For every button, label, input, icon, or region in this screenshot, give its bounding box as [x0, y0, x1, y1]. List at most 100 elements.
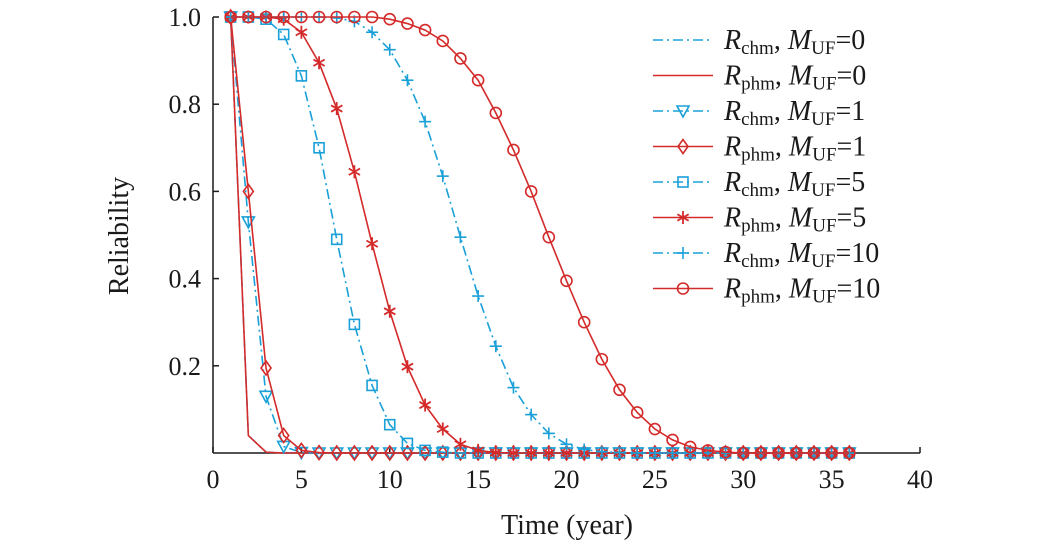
data-point	[365, 237, 379, 251]
y-tick-label: 0.2	[169, 352, 202, 381]
data-point	[524, 185, 538, 198]
data-point	[630, 406, 644, 419]
x-tick-label: 15	[465, 465, 491, 494]
data-point	[436, 170, 449, 183]
x-tick-label: 10	[377, 465, 403, 494]
data-point	[454, 231, 467, 244]
data-point	[295, 442, 308, 459]
data-point	[348, 318, 361, 331]
data-point	[507, 143, 520, 157]
data-point	[525, 446, 538, 460]
data-point	[260, 359, 273, 377]
series-line	[230, 16, 850, 454]
data-point	[595, 352, 609, 366]
x-tick-label: 40	[907, 465, 933, 494]
data-point	[489, 340, 502, 353]
data-point	[259, 10, 273, 24]
data-point	[648, 422, 662, 436]
y-tick-label: 0.4	[169, 265, 202, 294]
data-point	[383, 444, 396, 462]
legend-item: Rphm, MUF=5	[653, 203, 866, 237]
data-point	[401, 437, 414, 450]
data-point	[666, 433, 679, 447]
x-tick-label: 0	[207, 465, 220, 494]
data-point	[807, 446, 821, 460]
y-tick-label: 0.6	[169, 177, 202, 206]
data-point	[313, 444, 326, 461]
data-point	[648, 447, 661, 459]
data-point	[472, 443, 485, 457]
data-point	[666, 447, 679, 459]
data-point	[312, 56, 326, 70]
data-point	[789, 446, 803, 460]
data-point	[683, 440, 697, 454]
x-tick-label: 20	[554, 465, 580, 494]
legend-label: Rphm, MUF=5	[723, 203, 866, 237]
data-point	[330, 102, 343, 116]
data-point	[401, 444, 414, 462]
data-point	[366, 379, 378, 392]
data-point	[560, 438, 573, 451]
data-point	[701, 444, 715, 457]
data-point	[754, 446, 768, 460]
y-tick-label: 0.8	[169, 90, 202, 119]
data-point	[525, 408, 538, 421]
series-layer	[223, 8, 857, 462]
data-point	[419, 398, 432, 412]
data-point	[507, 446, 520, 460]
legend-marker	[676, 282, 690, 295]
data-point	[365, 10, 379, 24]
data-point	[772, 446, 785, 460]
data-point	[242, 183, 255, 200]
data-point	[613, 383, 626, 397]
data-point	[311, 447, 327, 461]
legend-item: Rchm, MUF=1	[653, 96, 865, 130]
x-tick-label: 30	[730, 465, 756, 494]
data-point	[631, 447, 644, 459]
legend-marker	[677, 247, 689, 259]
data-point	[613, 446, 626, 459]
data-point	[242, 10, 255, 24]
x-tick-label: 25	[642, 465, 668, 494]
data-point	[366, 444, 379, 462]
data-point	[330, 444, 343, 462]
data-point	[419, 444, 432, 462]
data-point	[436, 34, 450, 48]
legend-item: Rphm, MUF=0	[653, 61, 866, 95]
legend-item: Rchm, MUF=0	[653, 25, 865, 59]
data-point	[436, 444, 449, 462]
data-point	[542, 230, 556, 244]
legend-item: Rchm, MUF=5	[653, 167, 865, 201]
data-point	[560, 274, 573, 288]
data-point	[542, 427, 555, 440]
data-point	[436, 422, 449, 436]
data-point	[542, 446, 555, 460]
legend-marker	[677, 176, 689, 188]
legend-marker	[675, 105, 691, 119]
legend-label: Rphm, MUF=10	[723, 274, 880, 308]
data-point	[454, 444, 467, 462]
data-point	[578, 443, 591, 456]
legend-item: Rphm, MUF=10	[653, 274, 880, 308]
legend-label: Rphm, MUF=0	[723, 61, 866, 95]
legend-label: Rchm, MUF=5	[723, 167, 865, 201]
data-point	[471, 73, 485, 87]
data-point	[277, 28, 290, 41]
legend-item: Rphm, MUF=1	[653, 132, 866, 166]
data-point	[454, 52, 467, 65]
data-point	[418, 23, 432, 37]
legend-item: Rchm, MUF=10	[653, 238, 879, 272]
data-point	[295, 70, 308, 82]
data-point	[383, 12, 397, 26]
data-point	[313, 142, 325, 154]
data-point	[383, 304, 396, 318]
legend-label: Rchm, MUF=10	[723, 238, 879, 272]
data-point	[312, 10, 326, 24]
data-point	[258, 390, 274, 404]
series-7	[224, 10, 856, 460]
data-point	[489, 106, 503, 120]
data-point	[489, 446, 502, 460]
data-point	[736, 446, 750, 460]
x-tick-label: 5	[295, 465, 308, 494]
legend-label: Rchm, MUF=1	[723, 96, 865, 130]
